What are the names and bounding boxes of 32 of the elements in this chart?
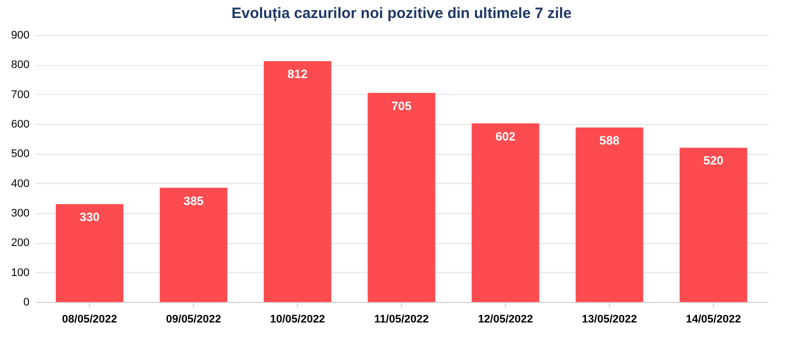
x-tick-label: 14/05/2022 (686, 314, 741, 326)
x-tick-label: 13/05/2022 (582, 314, 637, 326)
bar (56, 204, 124, 302)
bar (576, 128, 644, 302)
data-label: 588 (599, 134, 620, 148)
data-label: 330 (80, 210, 100, 224)
x-tick-label: 11/05/2022 (374, 314, 429, 326)
y-tick-label: 400 (11, 178, 30, 190)
y-tick-label: 500 (11, 148, 30, 160)
y-tick-label: 0 (23, 296, 30, 308)
bar (472, 123, 540, 302)
bar (160, 188, 228, 302)
x-tick-label: 08/05/2022 (62, 314, 118, 326)
x-tick-label: 12/05/2022 (478, 314, 534, 326)
data-label: 705 (391, 98, 412, 113)
y-tick-label: 200 (11, 237, 30, 250)
data-label: 385 (184, 194, 204, 208)
y-tick-label: 700 (11, 88, 30, 101)
data-label: 602 (495, 129, 516, 144)
y-tick-label: 100 (11, 266, 30, 279)
data-label: 812 (288, 67, 308, 82)
x-tick-label: 10/05/2022 (270, 314, 326, 326)
y-tick-label: 300 (11, 208, 30, 220)
y-tick-label: 800 (11, 59, 30, 72)
bar (680, 148, 748, 302)
bar (264, 61, 332, 302)
y-tick-label: 600 (11, 118, 30, 130)
bar (368, 92, 436, 302)
data-label: 520 (703, 154, 724, 168)
x-tick-label: 09/05/2022 (166, 314, 222, 326)
y-tick-label: 900 (11, 30, 30, 42)
chart-title: Evoluția cazurilor noi pozitive din ultimele 7 zile (231, 5, 572, 22)
